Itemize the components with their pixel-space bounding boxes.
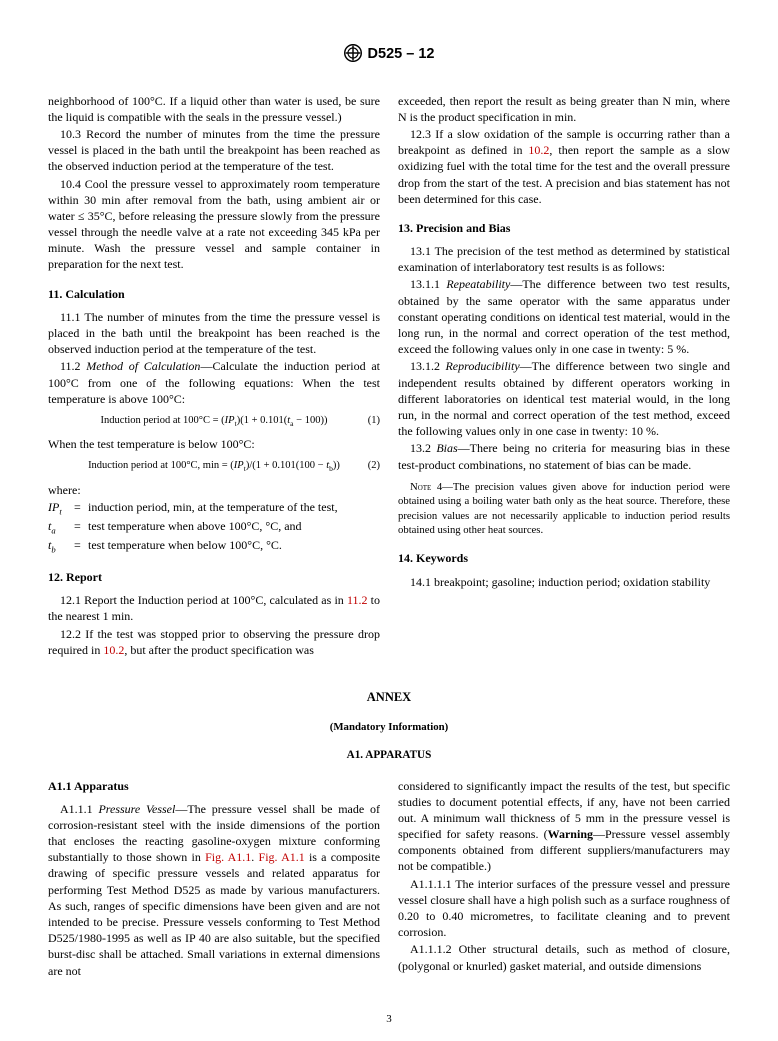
var-ipt: IPt= induction period, min, at the tempe… (48, 499, 380, 518)
annex-columns: A1.1 Apparatus A1.1.1 Pressure Vessel—Th… (48, 778, 730, 980)
link-10-2a[interactable]: 10.2 (103, 643, 124, 657)
eq2-number: (2) (368, 459, 380, 473)
doc-header: D525 – 12 (48, 42, 730, 67)
equation-1: Induction period at 100°C = (IPt)(1 + 0.… (48, 414, 380, 429)
para-a1-1-1-cont: considered to significantly impact the r… (398, 778, 730, 875)
para-10-cont: neighborhood of 100°C. If a liquid other… (48, 93, 380, 125)
heading-11: 11. Calculation (48, 286, 380, 302)
equation-2: Induction period at 100°C, min = (IPt)/(… (48, 459, 380, 474)
designation: D525 – 12 (368, 46, 435, 62)
para-14-1: 14.1 breakpoint; gasoline; induction per… (398, 574, 730, 590)
para-11-2: 11.2 Method of Calculation—Calculate the… (48, 358, 380, 407)
annex-block: ANNEX (Mandatory Information) A1. APPARA… (48, 689, 730, 764)
where-label: where: (48, 482, 380, 498)
para-10-4: 10.4 Cool the pressure vessel to approxi… (48, 176, 380, 273)
para-a1-1-1-1: A1.1.1.1 The interior surfaces of the pr… (398, 876, 730, 941)
para-11-1: 11.1 The number of minutes from the time… (48, 309, 380, 358)
var-tb: tb= test temperature when below 100°C, °… (48, 537, 380, 556)
page-number: 3 (0, 1012, 778, 1027)
para-13-1: 13.1 The precision of the test method as… (398, 243, 730, 275)
annex-subtitle: (Mandatory Information) (48, 720, 730, 735)
para-12-2c: exceeded, then report the result as bein… (398, 93, 730, 125)
var-ta: ta= test temperature when above 100°C, °… (48, 518, 380, 537)
note-4: Note 4—The precision values given above … (398, 480, 730, 538)
para-12-1: 12.1 Report the Induction period at 100°… (48, 592, 380, 624)
astm-logo (344, 44, 362, 69)
body-columns: neighborhood of 100°C. If a liquid other… (48, 93, 730, 659)
para-13-2: 13.2 Bias—There being no criteria for me… (398, 440, 730, 472)
page: D525 – 12 neighborhood of 100°C. If a li… (0, 0, 778, 1041)
link-fig-a1-1b[interactable]: Fig. A1.1 (259, 850, 305, 864)
para-13-1-1: 13.1.1 Repeatability—The difference betw… (398, 276, 730, 357)
para-13-1-2: 13.1.2 Reproducibility—The difference be… (398, 358, 730, 439)
heading-13: 13. Precision and Bias (398, 220, 730, 236)
heading-a1-1: A1.1 Apparatus (48, 778, 380, 794)
heading-14: 14. Keywords (398, 550, 730, 566)
link-fig-a1-1a[interactable]: Fig. A1.1 (205, 850, 251, 864)
eq1-number: (1) (368, 414, 380, 428)
link-10-2b[interactable]: 10.2 (528, 143, 549, 157)
heading-12: 12. Report (48, 569, 380, 585)
para-a1-1-1: A1.1.1 Pressure Vessel—The pressure vess… (48, 801, 380, 979)
para-10-3: 10.3 Record the number of minutes from t… (48, 126, 380, 175)
para-12-3: 12.3 If a slow oxidation of the sample i… (398, 126, 730, 207)
para-11-2b: When the test temperature is below 100°C… (48, 436, 380, 452)
para-a1-1-1-2: A1.1.1.2 Other structural details, such … (398, 941, 730, 973)
annex-section: A1. APPARATUS (48, 748, 730, 763)
annex-title: ANNEX (48, 689, 730, 706)
para-12-2a: 12.2 If the test was stopped prior to ob… (48, 626, 380, 658)
link-11-2[interactable]: 11.2 (347, 593, 368, 607)
